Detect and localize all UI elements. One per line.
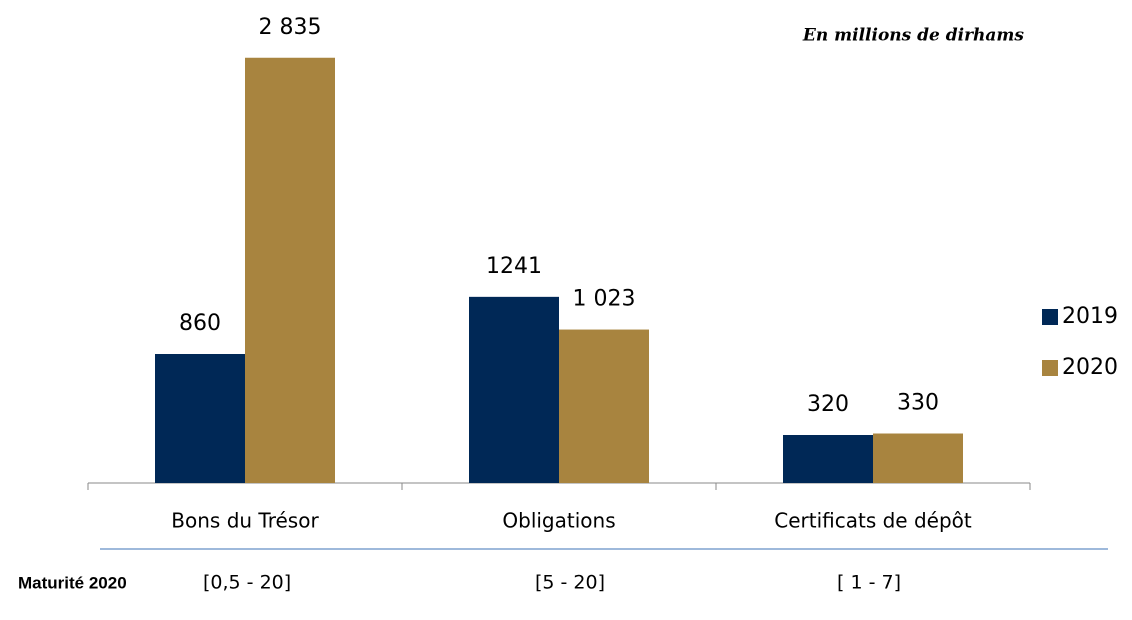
bar bbox=[245, 57, 335, 483]
legend-label: 2019 bbox=[1062, 304, 1118, 329]
legend-swatch bbox=[1042, 309, 1058, 325]
legend-swatch bbox=[1042, 360, 1058, 376]
bar bbox=[783, 435, 873, 483]
maturity-value: [5 - 20] bbox=[535, 572, 605, 594]
bar bbox=[873, 433, 963, 483]
maturity-value: [0,5 - 20] bbox=[203, 572, 291, 594]
bar bbox=[559, 329, 649, 483]
data-label: 330 bbox=[897, 391, 939, 416]
x-tick-label: Obligations bbox=[502, 509, 615, 533]
maturity-value: [ 1 - 7] bbox=[837, 572, 901, 594]
data-label: 320 bbox=[807, 392, 849, 417]
data-label: 1241 bbox=[486, 254, 542, 279]
bar bbox=[155, 354, 245, 483]
x-tick-label: Certificats de dépôt bbox=[774, 509, 972, 533]
legend-label: 2020 bbox=[1062, 355, 1118, 380]
maturity-label: Maturité 2020 bbox=[18, 573, 127, 592]
data-label: 2 835 bbox=[259, 15, 322, 40]
bar bbox=[469, 296, 559, 483]
data-label: 860 bbox=[179, 311, 221, 336]
unit-note: En millions de dirhams bbox=[802, 26, 1025, 46]
x-tick-label: Bons du Trésor bbox=[171, 509, 319, 533]
data-label: 1 023 bbox=[573, 287, 636, 312]
